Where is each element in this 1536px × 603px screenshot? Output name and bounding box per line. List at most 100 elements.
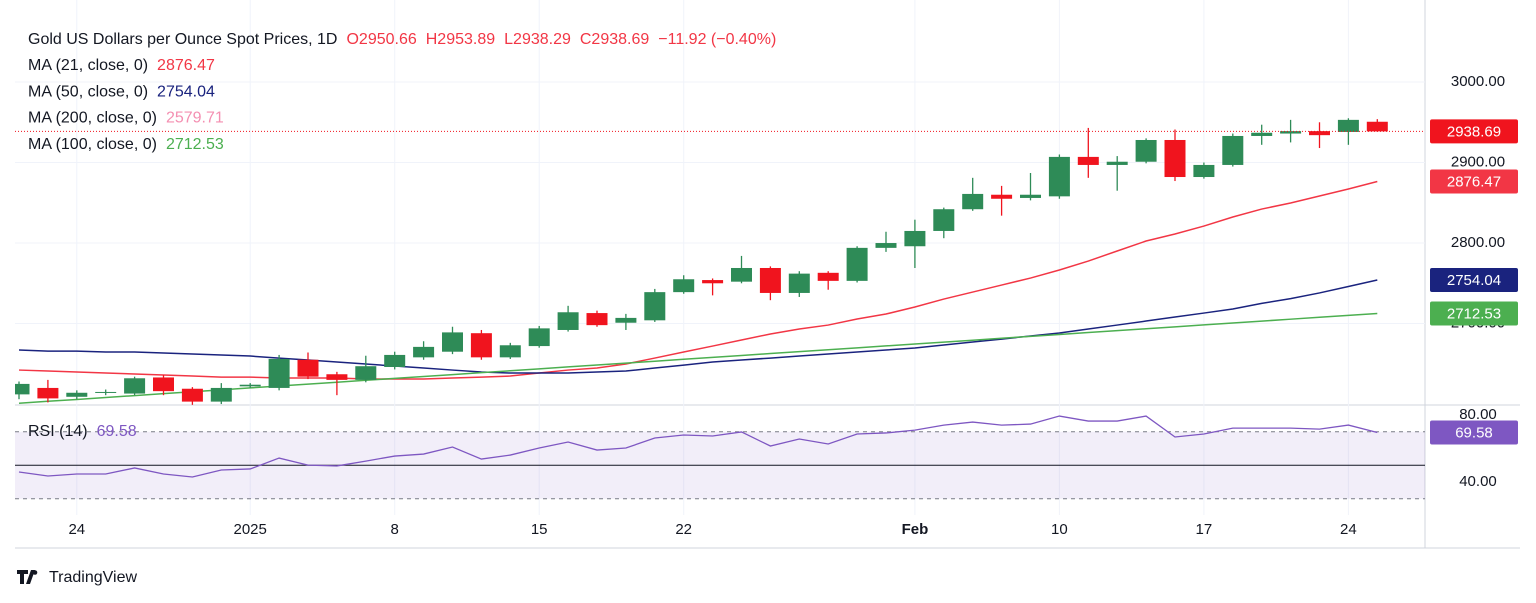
legend: Gold US Dollars per Ounce Spot Prices, 1… — [28, 31, 776, 440]
indicator-value: 2754.04 — [157, 84, 215, 101]
candle-body — [66, 392, 88, 397]
quote-value: O2950.66 — [346, 31, 416, 48]
candle-body — [615, 317, 637, 323]
rsi-line — [18, 415, 1378, 478]
price-badge — [1430, 119, 1518, 144]
candle-body — [1309, 131, 1330, 136]
indicator-legend: MA (50, close, 0) 2754.04 — [28, 84, 215, 101]
candle-body — [1366, 121, 1388, 132]
candle-body — [1048, 156, 1070, 197]
ma-line — [18, 312, 1378, 404]
candle-body — [297, 359, 319, 377]
candle-body — [731, 267, 752, 282]
candle-body — [442, 332, 463, 352]
y-tick-label: 2800.00 — [1451, 234, 1505, 251]
candle-body — [788, 273, 810, 293]
candle-body — [384, 354, 406, 368]
quote-value: L2938.29 — [504, 31, 571, 48]
indicator-name: MA (50, close, 0) — [28, 84, 148, 101]
candle-body — [1280, 131, 1302, 134]
indicator-value: 2712.53 — [166, 136, 224, 153]
x-tick-label: 24 — [1340, 521, 1357, 538]
y-tick-label: 3000.00 — [1451, 73, 1505, 90]
brand-name: TradingView — [49, 569, 137, 586]
logo-dot — [32, 570, 38, 575]
candle-body — [817, 272, 839, 281]
candle-body — [644, 292, 666, 321]
rsi-tick-label: 40.00 — [1459, 473, 1497, 490]
candle-body — [1251, 132, 1273, 136]
candle-body — [528, 328, 550, 347]
price-badge — [1430, 268, 1518, 293]
candle-body — [1135, 139, 1157, 162]
candle-body — [326, 374, 348, 380]
indicator-legend: MA (200, close, 0) 2579.71 — [28, 110, 224, 127]
x-tick-label: Feb — [902, 521, 929, 538]
candle-body — [586, 313, 608, 326]
candle-body — [1020, 194, 1041, 198]
quote-value: H2953.89 — [426, 31, 495, 48]
indicator-name: MA (21, close, 0) — [28, 57, 148, 74]
candle-body — [933, 209, 955, 231]
price-badge-label: 2712.53 — [1447, 305, 1501, 322]
candle-body — [846, 247, 868, 281]
quote-value: C2938.69 — [580, 31, 649, 48]
ma-line — [18, 279, 1378, 374]
indicator-legend: MA (21, close, 0) 2876.47 — [28, 57, 215, 74]
candle-body — [673, 279, 695, 293]
price-badge — [1430, 169, 1518, 194]
candle-body — [181, 388, 203, 402]
price-badge-label: 69.58 — [1455, 424, 1493, 441]
candle-body — [991, 194, 1013, 199]
logo: TradingView — [17, 569, 137, 586]
symbol-title: Gold US Dollars per Ounce Spot Prices, 1… — [28, 31, 337, 48]
candle-body — [268, 358, 290, 388]
x-tick-label: 24 — [68, 521, 85, 538]
candle-body — [1164, 139, 1186, 178]
price-badge-label: 2876.47 — [1447, 173, 1501, 190]
y-tick-label: 2900.00 — [1451, 154, 1505, 171]
quote-value: −11.92 (−0.40%) — [658, 31, 776, 48]
axes: 2700.002800.002900.003000.0024202581522F… — [68, 73, 1518, 538]
indicator-legend: MA (100, close, 0) 2712.53 — [28, 136, 224, 153]
rsi-legend: RSI (14) 69.58 — [28, 423, 137, 440]
x-tick-label: 10 — [1051, 521, 1068, 538]
candle-body — [1106, 161, 1128, 165]
candle-body — [413, 346, 435, 358]
rsi-name: RSI (14) — [28, 423, 88, 440]
candle-body — [15, 383, 30, 395]
candle-body — [702, 280, 724, 284]
logo-icon — [17, 570, 35, 584]
candle-body — [124, 378, 146, 394]
x-tick-label: 15 — [531, 521, 548, 538]
candle-body — [1337, 119, 1359, 132]
candle-body — [1222, 135, 1244, 165]
candle-body — [153, 377, 174, 392]
candle-body — [1193, 164, 1215, 178]
candle-body — [557, 312, 579, 330]
symbol-header: Gold US Dollars per Ounce Spot Prices, 1… — [28, 31, 776, 48]
candle-body — [470, 333, 492, 358]
candle-body — [355, 366, 377, 380]
candle-body — [904, 230, 926, 247]
price-badge — [1430, 420, 1518, 445]
indicator-name: MA (100, close, 0) — [28, 136, 157, 153]
candle-body — [37, 387, 59, 399]
x-tick-label: 17 — [1196, 521, 1213, 538]
rsi-pane — [15, 415, 1425, 500]
indicator-name: MA (200, close, 0) — [28, 110, 157, 127]
x-tick-label: 8 — [391, 521, 399, 538]
price-badge-label: 2938.69 — [1447, 123, 1501, 140]
candle-body — [499, 345, 521, 358]
candle-body — [1077, 156, 1099, 165]
candle-body — [962, 193, 984, 210]
rsi-tick-label: 80.00 — [1459, 406, 1497, 423]
x-tick-label: 2025 — [234, 521, 267, 538]
indicator-value: 2876.47 — [157, 57, 215, 74]
candle-body — [875, 243, 897, 248]
rsi-value: 69.58 — [97, 423, 137, 440]
candle-body — [759, 267, 781, 293]
indicator-value: 2579.71 — [166, 110, 224, 127]
